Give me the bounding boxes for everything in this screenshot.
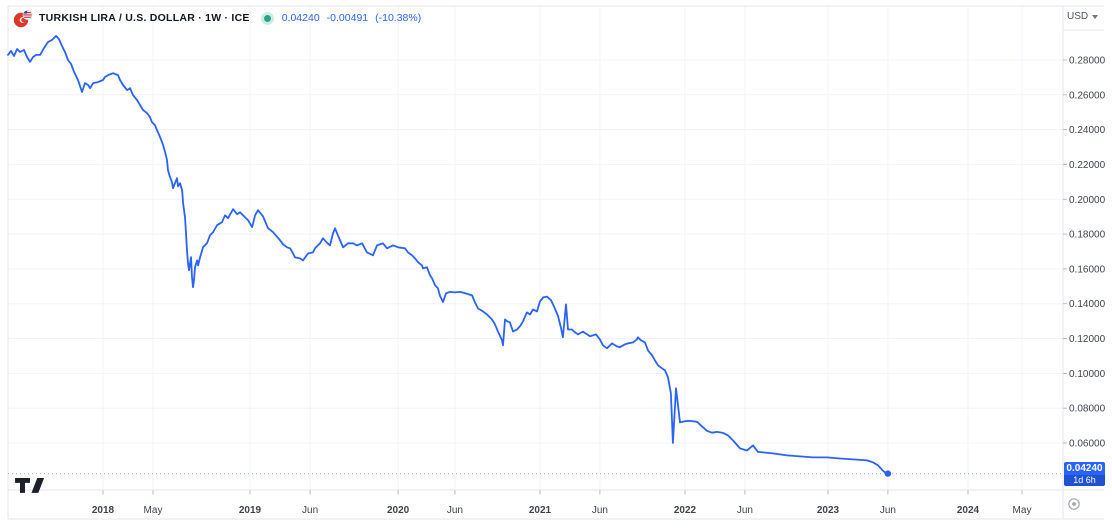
time-tick-label[interactable]: 2023 [817,505,840,516]
currency-label: USD [1067,11,1089,22]
currency-pair-icon [13,9,33,27]
price-tick-label[interactable]: 0.10000 [1069,369,1106,380]
tradingview-logo[interactable] [15,478,45,494]
price-tick-label[interactable]: 0.28000 [1069,56,1106,67]
currency-selector[interactable]: USD [1067,11,1099,22]
scale-settings-icon[interactable] [1067,497,1081,511]
price-line-series[interactable] [7,35,889,475]
time-tick-label[interactable]: 2024 [957,505,980,516]
chevron-down-icon [1092,14,1099,19]
last-price-badge: 0.04240 1d 6h [1064,462,1105,487]
price-change-percent: (-10.38%) [375,12,422,24]
market-status-icon[interactable] [263,14,271,22]
symbol-title[interactable]: TURKISH LIRA / U.S. DOLLAR · 1W · ICE [39,12,250,24]
badge-countdown: 1d 6h [1064,475,1105,487]
price-change: -0.00491 [326,12,369,24]
price-tick-label[interactable]: 0.26000 [1069,90,1106,101]
price-tick-label[interactable]: 0.08000 [1069,404,1106,415]
symbol-legend: TURKISH LIRA / U.S. DOLLAR · 1W · ICE 0.… [13,8,421,28]
time-tick-label[interactable]: 2022 [674,505,697,516]
price-tick-label[interactable]: 0.16000 [1069,264,1106,275]
price-tick-label[interactable]: 0.20000 [1069,195,1106,206]
badge-price: 0.04240 [1066,463,1103,475]
time-tick-label[interactable]: Jun [592,505,608,516]
price-tick-label[interactable]: 0.06000 [1069,439,1106,450]
time-tick-label[interactable]: May [144,505,163,516]
time-tick-label[interactable]: Jun [447,505,463,516]
time-tick-label[interactable]: 2020 [387,505,410,516]
price-readout: 0.04240 -0.00491 (-10.38%) [282,12,422,24]
last-price-marker [884,470,892,477]
price-tick-label[interactable]: 0.18000 [1069,230,1106,241]
price-tick-label[interactable]: 0.24000 [1069,125,1106,136]
price-tick-label[interactable]: 0.12000 [1069,334,1106,345]
last-price-value: 0.04240 [281,12,320,24]
price-tick-label[interactable]: 0.22000 [1069,160,1106,171]
time-tick-label[interactable]: 2021 [529,505,552,516]
time-tick-label[interactable]: May [1013,505,1032,516]
time-tick-label[interactable]: 2019 [239,505,262,516]
time-tick-label[interactable]: Jun [737,505,753,516]
price-tick-label[interactable]: 0.14000 [1069,299,1106,310]
time-tick-label[interactable]: Jun [880,505,896,516]
time-tick-label[interactable]: 2018 [92,505,115,516]
time-tick-label[interactable]: Jun [302,505,318,516]
